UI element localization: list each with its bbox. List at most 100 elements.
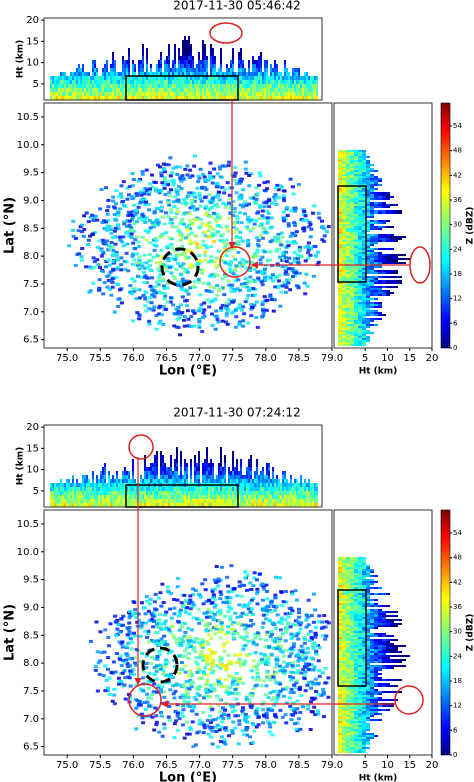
echo [248, 652, 253, 656]
echo [386, 276, 390, 278]
echo [272, 76, 274, 80]
echo [118, 288, 122, 292]
echo [362, 198, 366, 200]
echo [358, 256, 362, 258]
echo [226, 92, 228, 96]
echo [354, 228, 358, 230]
echo [189, 203, 194, 207]
echo [366, 272, 370, 274]
echo [209, 285, 213, 289]
echo [382, 220, 386, 222]
echo [122, 259, 127, 263]
echo [200, 92, 202, 96]
echo [234, 191, 239, 195]
echo [358, 276, 362, 278]
echo [366, 202, 370, 204]
echo [120, 72, 122, 76]
echo [362, 230, 366, 232]
echo [192, 704, 197, 708]
echo [161, 263, 166, 266]
echo [350, 226, 354, 228]
echo [244, 72, 246, 76]
echo [153, 222, 157, 226]
echo [342, 160, 346, 162]
echo [291, 671, 296, 674]
echo [172, 606, 177, 610]
echo [159, 622, 163, 626]
echo [282, 258, 286, 262]
echo [143, 229, 148, 233]
echo [144, 84, 146, 88]
echo [350, 334, 354, 336]
echo [342, 176, 346, 178]
echo [374, 210, 378, 212]
echo [190, 64, 192, 68]
echo [313, 626, 318, 630]
echo [183, 201, 188, 204]
echo [154, 244, 159, 248]
echo [162, 186, 167, 190]
echo [366, 160, 370, 162]
x-tick-label: 77.5 [222, 353, 244, 364]
echo [240, 636, 245, 640]
echo [213, 718, 218, 721]
echo [154, 96, 156, 100]
echo [222, 269, 227, 273]
echo [306, 598, 311, 602]
echo [72, 88, 74, 92]
echo [154, 720, 159, 724]
echo [210, 324, 215, 327]
echo [159, 313, 164, 317]
echo [175, 210, 180, 214]
echo [172, 60, 174, 64]
echo [194, 218, 199, 222]
echo [374, 280, 378, 282]
echo [58, 76, 60, 80]
echo [201, 710, 206, 714]
echo [190, 56, 192, 60]
echo [224, 238, 229, 242]
echo [338, 234, 342, 236]
echo [350, 344, 354, 346]
echo [258, 659, 263, 663]
echo [286, 662, 291, 666]
echo [210, 725, 215, 729]
echo [206, 64, 208, 68]
y-tick-label: 7.0 [23, 307, 39, 318]
echo [259, 280, 264, 284]
echo [346, 302, 350, 304]
echo [140, 172, 145, 176]
echo [119, 192, 123, 196]
echo [220, 56, 222, 60]
echo [210, 663, 215, 667]
echo [378, 252, 382, 254]
echo [370, 252, 374, 254]
echo [167, 236, 172, 240]
echo [204, 64, 206, 68]
echo [244, 203, 249, 207]
echo [250, 196, 255, 200]
echo [209, 255, 214, 259]
echo [382, 194, 386, 196]
echo [178, 72, 180, 76]
echo [82, 76, 84, 80]
echo [275, 655, 280, 659]
echo [374, 302, 378, 304]
echo [196, 88, 198, 92]
echo [144, 168, 149, 172]
echo [362, 286, 366, 288]
echo [358, 312, 362, 314]
echo [178, 312, 183, 316]
echo [78, 84, 80, 88]
echo [215, 273, 220, 277]
colorbar-tick-label: 36 [453, 196, 462, 204]
echo [180, 693, 185, 697]
echo [210, 72, 212, 76]
echo [152, 225, 156, 229]
echo [50, 92, 52, 96]
echo [346, 170, 350, 172]
echo [231, 680, 235, 684]
echo [161, 323, 166, 326]
echo [252, 571, 257, 575]
echo [282, 92, 284, 96]
